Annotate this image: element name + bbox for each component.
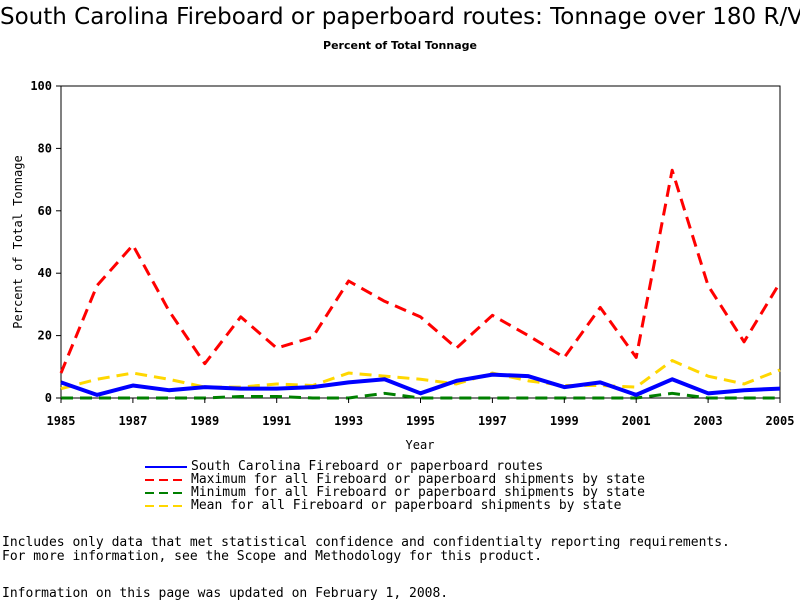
y-tick-label: 0 (45, 391, 52, 405)
legend-label: Mean for all Fireboard or paperboard shi… (191, 498, 622, 513)
chart-legend: South Carolina Fireboard or paperboard r… (145, 459, 645, 513)
y-tick-label: 60 (38, 204, 52, 218)
series-line-3 (60, 359, 781, 391)
legend-item: Maximum for all Fireboard or paperboard … (145, 472, 645, 487)
chart-title: South Carolina Fireboard or paperboard r… (0, 4, 800, 30)
line-chart: 0 20 40 60 80 100 1985 1987 1989 1991 1993 1995 1997… (11, 79, 795, 452)
y-tick-label: 80 (38, 141, 52, 155)
x-tick-label: 2001 (622, 414, 651, 428)
chart-subtitle: Percent of Total Tonnage (323, 39, 477, 52)
updated-note: Information on this page was updated on … (2, 586, 449, 601)
x-tick-label: 1991 (262, 414, 291, 428)
y-tick-label: 40 (38, 266, 52, 280)
legend-label: Minimum for all Fireboard or paperboard … (191, 485, 645, 500)
footnote-line: For more information, see the Scope and … (2, 549, 543, 564)
x-tick-label: 1995 (406, 414, 435, 428)
x-tick-label: 1997 (478, 414, 507, 428)
legend-label: Maximum for all Fireboard or paperboard … (191, 472, 645, 487)
x-tick-label: 1989 (190, 414, 219, 428)
x-tick-label: 1999 (550, 414, 579, 428)
footnotes: Includes only data that met statistical … (2, 536, 730, 564)
legend-swatch-mean (145, 505, 187, 507)
x-tick-label: 1985 (47, 414, 76, 428)
legend-label: South Carolina Fireboard or paperboard r… (191, 459, 544, 474)
x-tick-label: 1987 (118, 414, 147, 428)
legend-swatch-max (145, 479, 187, 481)
x-tick-label: 1993 (334, 414, 363, 428)
legend-swatch-min (145, 492, 187, 494)
legend-item: Minimum for all Fireboard or paperboard … (145, 485, 645, 500)
legend-item: South Carolina Fireboard or paperboard r… (145, 459, 645, 474)
footnote-line: Includes only data that met statistical … (2, 535, 730, 550)
y-axis-label: Percent of Total Tonnage (11, 155, 25, 328)
series-line-2 (61, 391, 780, 400)
y-tick-label: 100 (30, 79, 52, 93)
legend-item: Mean for all Fireboard or paperboard shi… (145, 498, 645, 513)
y-tick-label: 20 (38, 329, 52, 343)
series-line-0 (60, 372, 781, 397)
x-tick-label: 2003 (694, 414, 723, 428)
series-line-1 (59, 168, 782, 374)
x-axis-label: Year (406, 438, 435, 452)
plot-area-frame (60, 85, 781, 399)
legend-swatch-sc (145, 466, 187, 468)
x-tick-label: 2005 (766, 414, 795, 428)
